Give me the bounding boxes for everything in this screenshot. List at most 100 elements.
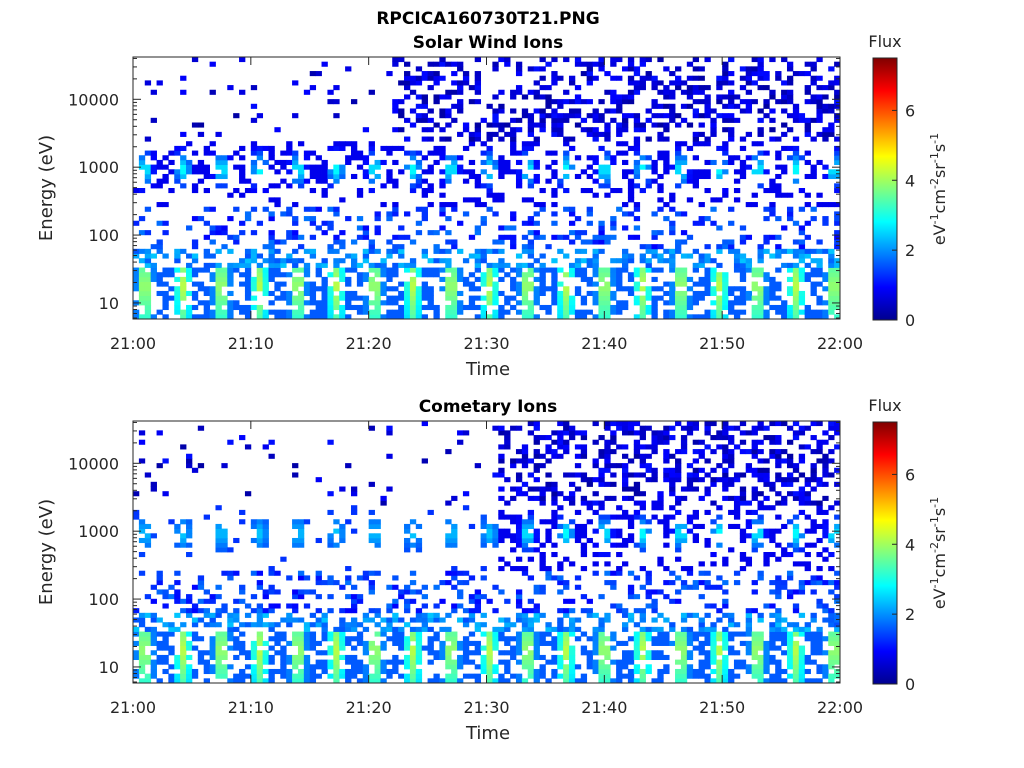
heatmap-cell xyxy=(757,309,764,315)
heatmap-cell xyxy=(757,570,764,576)
heatmap-cell xyxy=(292,309,299,315)
heatmap-cell xyxy=(622,664,629,670)
heatmap-cell xyxy=(404,75,411,81)
heatmap-cell xyxy=(657,435,664,441)
heatmap-cell xyxy=(663,542,670,548)
heatmap-cell xyxy=(722,66,729,72)
heatmap-cell xyxy=(350,253,358,259)
heatmap-cell xyxy=(598,300,605,306)
heatmap-cell xyxy=(327,439,334,445)
heatmap-cell xyxy=(374,664,381,670)
heatmap-cell xyxy=(533,258,540,264)
heatmap-cell xyxy=(451,202,458,208)
heatmap-cell xyxy=(751,631,758,637)
heatmap-cell xyxy=(333,519,340,525)
heatmap-cell xyxy=(504,262,511,268)
heatmap-cell xyxy=(150,486,157,492)
heatmap-cell xyxy=(704,664,711,670)
heatmap-cell xyxy=(675,80,682,86)
heatmap-cell xyxy=(622,122,629,128)
heatmap-cell xyxy=(398,659,405,665)
heatmap-cell xyxy=(268,584,275,590)
heatmap-cell xyxy=(675,155,682,161)
heatmap-cell xyxy=(769,178,776,184)
heatmap-cell xyxy=(657,253,664,259)
heatmap-cell xyxy=(769,486,776,492)
heatmap-cell xyxy=(622,509,629,515)
heatmap-cell xyxy=(297,594,305,600)
heatmap-cell xyxy=(769,552,776,558)
heatmap-cell xyxy=(498,304,505,311)
heatmap-cell xyxy=(415,612,423,618)
heatmap-cell xyxy=(834,304,841,311)
heatmap-cell xyxy=(728,290,735,297)
heatmap-cell xyxy=(710,300,717,306)
heatmap-cell xyxy=(239,519,246,525)
heatmap-cell xyxy=(604,295,611,301)
heatmap-cell xyxy=(215,659,222,665)
heatmap-cell xyxy=(409,262,417,268)
heatmap-cell xyxy=(445,61,452,67)
heatmap-cell xyxy=(733,514,741,520)
heatmap-cell xyxy=(816,300,823,306)
heatmap-cell xyxy=(675,668,682,675)
heatmap-cell xyxy=(244,673,252,679)
heatmap-cell xyxy=(345,668,352,675)
heatmap-cell xyxy=(598,594,605,600)
heatmap-cell xyxy=(274,239,281,245)
heatmap-cell xyxy=(828,290,835,297)
heatmap-cell xyxy=(816,598,823,604)
heatmap-cell xyxy=(197,575,205,581)
heatmap-cell xyxy=(180,155,187,161)
heatmap-cell xyxy=(333,248,340,254)
heatmap-cell xyxy=(191,281,199,287)
heatmap-cell xyxy=(262,159,269,166)
heatmap-cell xyxy=(698,617,705,623)
heatmap-cell xyxy=(215,295,222,301)
heatmap-cell xyxy=(138,678,146,684)
heatmap-cell xyxy=(545,304,552,311)
heatmap-cell xyxy=(527,673,535,679)
heatmap-cell xyxy=(710,286,717,292)
heatmap-cell xyxy=(533,668,540,675)
heatmap-cell xyxy=(792,542,800,548)
heatmap-cell xyxy=(692,580,699,586)
heatmap-cell xyxy=(262,528,269,534)
heatmap-cell xyxy=(191,258,199,264)
heatmap-cell xyxy=(627,94,635,100)
heatmap-cell xyxy=(775,253,782,259)
heatmap-cell xyxy=(150,612,157,618)
heatmap-cell xyxy=(292,589,299,595)
heatmap-cell xyxy=(557,505,564,511)
heatmap-cell xyxy=(186,141,193,147)
heatmap-cell xyxy=(215,594,222,600)
heatmap-cell xyxy=(280,636,287,642)
heatmap-cell xyxy=(451,71,458,77)
heatmap-cell xyxy=(592,108,599,114)
heatmap-cell xyxy=(633,664,641,670)
heatmap-cell xyxy=(168,631,175,637)
heatmap-cell xyxy=(244,248,252,254)
heatmap-cell xyxy=(669,314,676,320)
heatmap-cell xyxy=(386,659,393,665)
heatmap-cell xyxy=(775,500,782,506)
heatmap-cell xyxy=(657,103,664,109)
heatmap-cell xyxy=(722,589,729,595)
heatmap-cell xyxy=(704,678,711,684)
heatmap-cell xyxy=(533,645,540,651)
heatmap-cell xyxy=(657,640,664,646)
heatmap-cell xyxy=(404,678,411,684)
heatmap-cell xyxy=(675,248,682,254)
heatmap-cell xyxy=(710,206,717,212)
heatmap-cell xyxy=(180,640,187,646)
heatmap-cell xyxy=(598,678,605,684)
heatmap-cell xyxy=(186,645,193,651)
heatmap-cell xyxy=(268,645,275,651)
heatmap-cell xyxy=(781,145,788,151)
heatmap-cell xyxy=(739,258,747,264)
heatmap-cell xyxy=(728,458,735,464)
heatmap-cell xyxy=(421,99,428,105)
heatmap-cell xyxy=(415,150,423,156)
heatmap-cell xyxy=(215,173,222,180)
